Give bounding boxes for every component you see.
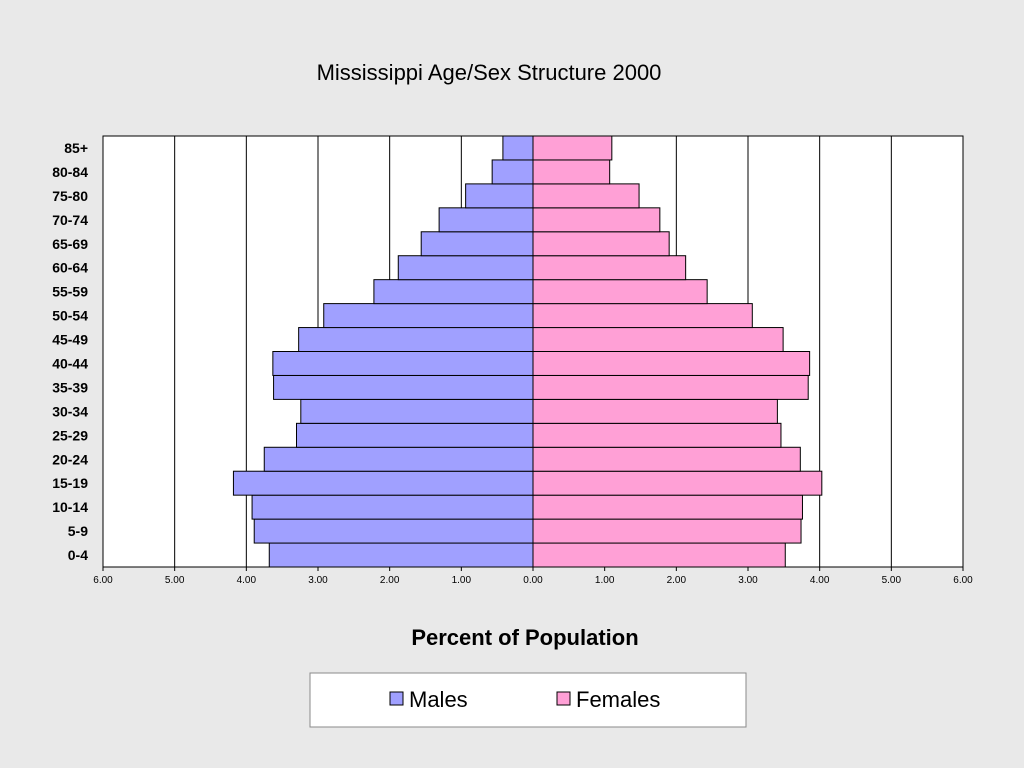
bar-females bbox=[532, 303, 753, 329]
chart-title: Mississippi Age/Sex Structure 2000 bbox=[317, 60, 662, 85]
bar-females bbox=[532, 279, 708, 305]
bar-males bbox=[373, 279, 534, 305]
x-tick-label: 5.00 bbox=[882, 575, 902, 586]
x-tick-label: 6.00 bbox=[93, 575, 113, 586]
x-tick-labels: 6.00 5.00 4.00 3.00 2.00 1.00 0.00 1.00 2.00 3.00… bbox=[93, 575, 973, 586]
bar-males bbox=[438, 207, 534, 233]
legend: Males Females bbox=[309, 672, 747, 728]
bar-males bbox=[268, 542, 534, 568]
x-tick-label: 4.00 bbox=[810, 575, 830, 586]
bar-males bbox=[491, 159, 534, 185]
age-group-label: 45-49 bbox=[52, 332, 88, 348]
legend-label-males: Males bbox=[409, 687, 468, 712]
bar-males bbox=[420, 231, 534, 257]
bar-males bbox=[298, 327, 534, 352]
bar-females bbox=[532, 231, 670, 257]
age-group-label: 60-64 bbox=[52, 260, 88, 276]
x-tick-label: 4.00 bbox=[237, 575, 257, 586]
age-group-label: 30-34 bbox=[52, 403, 88, 419]
x-axis-label: Percent of Population bbox=[411, 625, 638, 650]
age-group-label: 0-4 bbox=[68, 547, 88, 563]
bar-males bbox=[323, 303, 534, 329]
bar-males bbox=[502, 135, 534, 161]
age-group-label: 55-59 bbox=[52, 284, 88, 300]
bar-males bbox=[296, 422, 534, 448]
bar-males bbox=[232, 470, 534, 496]
bar-females bbox=[532, 183, 640, 209]
bar-females bbox=[532, 327, 784, 352]
age-group-label: 35-39 bbox=[52, 379, 88, 395]
bar-males bbox=[251, 494, 534, 520]
bar-females bbox=[532, 470, 823, 496]
bar-females bbox=[532, 398, 778, 424]
bar-females bbox=[532, 422, 782, 448]
bar-males bbox=[465, 183, 534, 209]
bar-females bbox=[532, 518, 802, 544]
bar-females bbox=[532, 542, 786, 568]
age-group-label: 80-84 bbox=[52, 164, 88, 180]
legend-label-females: Females bbox=[576, 687, 660, 712]
bar-females bbox=[532, 159, 611, 185]
x-tick-label: 5.00 bbox=[165, 575, 185, 586]
age-group-label: 10-14 bbox=[52, 499, 88, 515]
bar-males bbox=[273, 374, 534, 400]
bar-females bbox=[532, 374, 809, 400]
age-group-label: 75-80 bbox=[52, 188, 88, 204]
x-tick-label: 2.00 bbox=[667, 575, 687, 586]
age-group-label: 15-19 bbox=[52, 475, 88, 491]
legend-box bbox=[309, 672, 747, 728]
x-tick-label: 2.00 bbox=[380, 575, 400, 586]
bar-females bbox=[532, 135, 613, 161]
legend-swatch-males bbox=[389, 691, 404, 706]
age-group-label: 5-9 bbox=[68, 523, 88, 539]
category-labels: 0-4 5-9 10-14 15-19 20-24 25-29 30-34 35-39 40-4… bbox=[52, 140, 88, 563]
bar-females bbox=[532, 494, 803, 520]
age-group-label: 65-69 bbox=[52, 236, 88, 252]
x-tick-label: 3.00 bbox=[308, 575, 328, 586]
age-group-label: 40-44 bbox=[52, 355, 88, 371]
bar-males bbox=[300, 398, 534, 424]
bar-females bbox=[532, 255, 687, 281]
bar-males bbox=[263, 446, 534, 472]
bars bbox=[232, 135, 823, 568]
age-group-label: 20-24 bbox=[52, 451, 88, 467]
bar-females bbox=[532, 351, 811, 376]
bar-males bbox=[272, 351, 534, 376]
legend-swatch-females bbox=[556, 691, 571, 706]
x-tick-label: 1.00 bbox=[452, 575, 472, 586]
bar-females bbox=[532, 446, 801, 472]
bar-males bbox=[253, 518, 534, 544]
bar-males bbox=[397, 255, 534, 281]
x-tick-label: 1.00 bbox=[595, 575, 615, 586]
x-tick-label: 0.00 bbox=[523, 575, 543, 586]
age-group-label: 25-29 bbox=[52, 427, 88, 443]
x-tick-label: 6.00 bbox=[953, 575, 973, 586]
x-tick-label: 3.00 bbox=[738, 575, 758, 586]
age-group-label: 50-54 bbox=[52, 308, 88, 324]
bar-females bbox=[532, 207, 661, 233]
age-group-label: 85+ bbox=[64, 140, 88, 156]
age-group-label: 70-74 bbox=[52, 212, 88, 228]
